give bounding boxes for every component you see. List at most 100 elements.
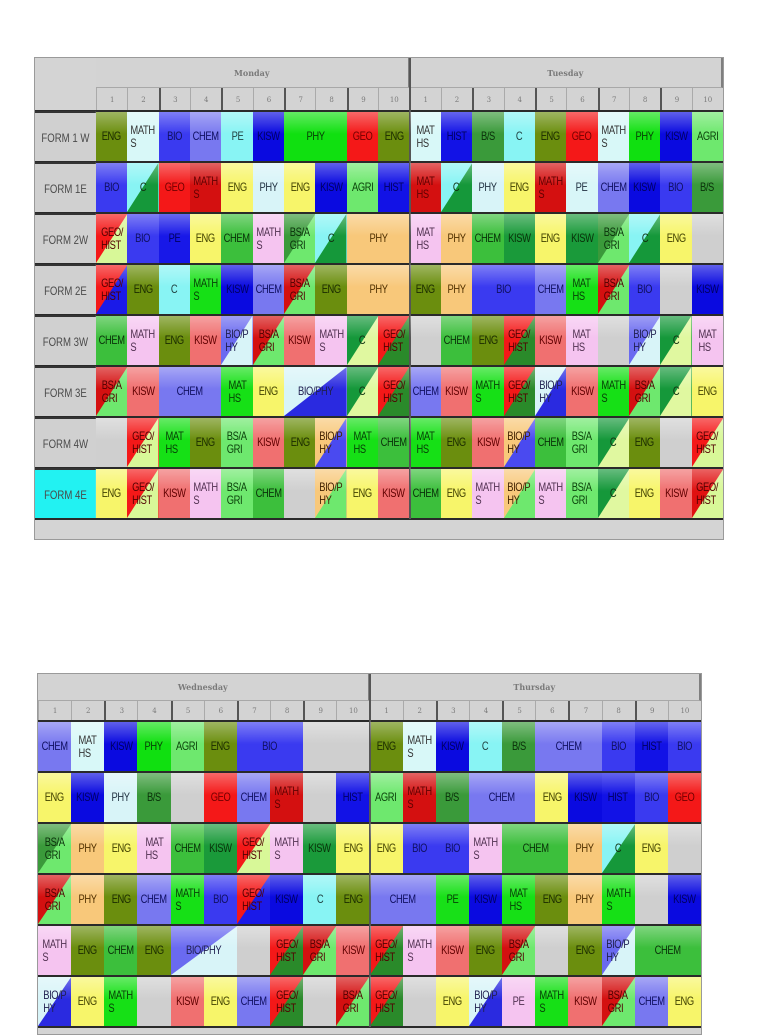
lesson-cell[interactable]: GEO/ HIST (270, 977, 304, 1026)
lesson-cell[interactable]: CHEM (170, 824, 204, 873)
lesson-cell[interactable]: AGRI (369, 773, 403, 822)
lesson-cell[interactable]: PHY (472, 163, 504, 212)
lesson-cell[interactable] (336, 722, 370, 771)
lesson-cell[interactable]: GEO/ HIST (270, 926, 304, 975)
lesson-cell[interactable] (236, 926, 271, 975)
lesson-cell[interactable]: BS/A GRI (303, 926, 337, 975)
lesson-cell[interactable]: MAT HS (409, 112, 441, 161)
lesson-cell[interactable]: BS/A GRI (566, 418, 598, 467)
lesson-cell[interactable]: ENG (628, 469, 661, 518)
lesson-cell[interactable]: BS/A GRI (284, 265, 316, 314)
lesson-cell[interactable]: MAT HS (137, 824, 171, 873)
lesson-cell[interactable]: MATH S (270, 824, 304, 873)
lesson-cell[interactable]: ENG (315, 265, 347, 314)
lesson-cell[interactable]: CHEM (409, 469, 441, 518)
lesson-cell[interactable]: HIST (440, 112, 473, 161)
lesson-cell[interactable]: BS/A GRI (566, 469, 598, 518)
lesson-cell[interactable]: BIO (660, 163, 692, 212)
lesson-cell[interactable]: BIO/PHY (170, 926, 237, 975)
lesson-cell[interactable]: GEO/ HIST (503, 367, 535, 416)
lesson-cell[interactable]: PHY (71, 875, 105, 924)
lesson-cell[interactable]: MATH S (38, 926, 72, 975)
lesson-cell[interactable]: GEO/ HIST (369, 926, 403, 975)
lesson-cell[interactable]: GEO/ HIST (127, 469, 159, 518)
lesson-cell[interactable]: MAT HS (71, 722, 105, 771)
lesson-cell[interactable]: AGRI (346, 163, 379, 212)
lesson-cell[interactable]: ENG (667, 977, 701, 1026)
lesson-cell[interactable]: CHEM (96, 316, 128, 365)
lesson-cell[interactable]: MATH S (597, 112, 629, 161)
lesson-cell[interactable]: ENG (336, 824, 370, 873)
lesson-cell[interactable]: ENG (104, 875, 138, 924)
lesson-cell[interactable]: KISW (568, 977, 602, 1026)
lesson-cell[interactable]: PHY (104, 773, 138, 822)
lesson-cell[interactable]: BS/A GRI (221, 418, 253, 467)
lesson-cell[interactable]: ENG (472, 316, 504, 365)
lesson-cell[interactable]: B/S (435, 773, 469, 822)
lesson-cell[interactable]: ENG (158, 316, 191, 365)
lesson-cell[interactable]: CHEM (472, 214, 504, 263)
lesson-cell[interactable]: BIO/P HY (534, 367, 567, 416)
lesson-cell[interactable]: ENG (71, 926, 105, 975)
lesson-cell[interactable]: GEO/ HIST (236, 824, 271, 873)
lesson-cell[interactable]: BIO/P HY (315, 418, 347, 467)
lesson-cell[interactable]: PE (221, 112, 253, 161)
lesson-cell[interactable]: GEO (158, 163, 191, 212)
lesson-cell[interactable]: ENG (96, 469, 128, 518)
lesson-cell[interactable]: AGRI (170, 722, 204, 771)
lesson-cell[interactable]: C (597, 469, 629, 518)
lesson-cell[interactable]: MAT HS (409, 214, 441, 263)
lesson-cell[interactable]: ENG (660, 214, 692, 263)
lesson-cell[interactable]: BIO/P HY (221, 316, 253, 365)
lesson-cell[interactable]: C (628, 214, 661, 263)
lesson-cell[interactable]: BIO (402, 824, 436, 873)
lesson-cell[interactable] (170, 773, 204, 822)
lesson-cell[interactable]: PE (566, 163, 598, 212)
lesson-cell[interactable] (402, 977, 436, 1026)
lesson-cell[interactable]: CHEM (468, 773, 536, 822)
lesson-cell[interactable]: BIO (96, 163, 128, 212)
lesson-cell[interactable]: GEO/ HIST (236, 875, 271, 924)
lesson-cell[interactable]: MAT HS (346, 418, 379, 467)
lesson-cell[interactable]: GEO (566, 112, 598, 161)
lesson-cell[interactable]: MATH S (190, 469, 222, 518)
lesson-cell[interactable]: ENG (634, 824, 668, 873)
lesson-cell[interactable]: KISW (170, 977, 204, 1026)
lesson-cell[interactable]: HIST (601, 773, 635, 822)
lesson-cell[interactable]: KISW (667, 875, 701, 924)
lesson-cell[interactable]: ENG (221, 163, 253, 212)
lesson-cell[interactable]: MATH S (315, 316, 347, 365)
lesson-cell[interactable]: MATH S (535, 977, 569, 1026)
lesson-cell[interactable]: ENG (346, 469, 379, 518)
lesson-cell[interactable]: ENG (534, 214, 567, 263)
lesson-cell[interactable]: C (468, 722, 503, 771)
lesson-cell[interactable] (409, 316, 441, 365)
lesson-cell[interactable]: CHEM (104, 926, 138, 975)
lesson-cell[interactable]: KISW (270, 875, 304, 924)
lesson-cell[interactable]: ENG (369, 824, 403, 873)
lesson-cell[interactable]: MATH S (597, 367, 629, 416)
lesson-cell[interactable] (667, 824, 701, 873)
lesson-cell[interactable]: MATH S (534, 163, 567, 212)
lesson-cell[interactable]: BIO/P HY (468, 977, 503, 1026)
lesson-cell[interactable]: BIO/P HY (503, 469, 535, 518)
lesson-cell[interactable] (137, 977, 171, 1026)
lesson-cell[interactable]: BS/A GRI (221, 469, 253, 518)
lesson-cell[interactable]: ENG (336, 875, 370, 924)
lesson-cell[interactable]: CHEM (534, 418, 567, 467)
lesson-cell[interactable]: BIO (634, 773, 668, 822)
lesson-cell[interactable]: MAT HS (409, 418, 441, 467)
lesson-cell[interactable]: MATH S (190, 265, 222, 314)
lesson-cell[interactable]: ENG (137, 926, 171, 975)
lesson-cell[interactable]: BIO (203, 875, 237, 924)
lesson-cell[interactable]: C (440, 163, 473, 212)
lesson-cell[interactable]: KISW (71, 773, 105, 822)
lesson-cell[interactable]: MAT HS (158, 418, 191, 467)
lesson-cell[interactable]: MAT HS (502, 875, 536, 924)
lesson-cell[interactable]: CHEM (440, 316, 473, 365)
lesson-cell[interactable]: CHEM (409, 367, 441, 416)
lesson-cell[interactable]: GEO/ HIST (691, 418, 723, 467)
lesson-cell[interactable]: ENG (104, 824, 138, 873)
lesson-cell[interactable]: KISW (127, 367, 159, 416)
lesson-cell[interactable]: BIO (601, 722, 635, 771)
